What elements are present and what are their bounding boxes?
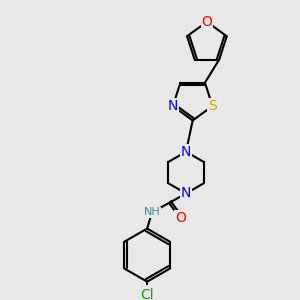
- Text: N: N: [168, 99, 178, 113]
- Text: O: O: [175, 211, 186, 225]
- Text: N: N: [181, 145, 191, 159]
- Text: Cl: Cl: [140, 288, 154, 300]
- Text: O: O: [202, 15, 212, 29]
- Text: S: S: [208, 99, 217, 113]
- Text: NH: NH: [143, 207, 160, 218]
- Text: N: N: [181, 187, 191, 200]
